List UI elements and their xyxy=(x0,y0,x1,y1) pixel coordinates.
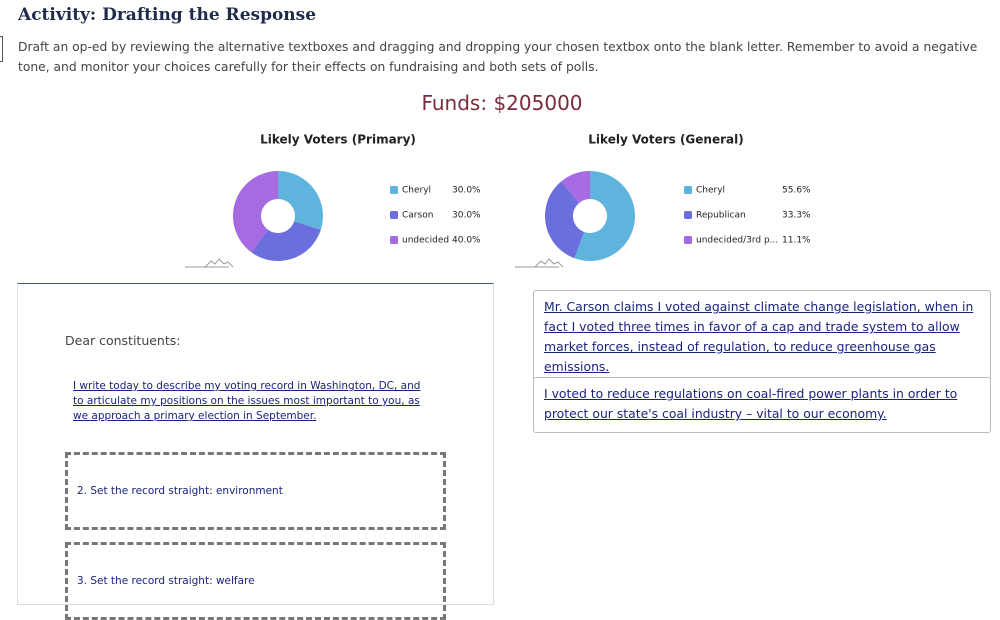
slot-label: 3. Set the record straight: welfare xyxy=(77,575,255,587)
legend-swatch xyxy=(684,186,692,194)
legend-value: 40.0% xyxy=(452,236,481,246)
donut-slice xyxy=(251,221,321,261)
legend-swatch xyxy=(684,211,692,219)
legend-swatch xyxy=(684,236,692,244)
letter-intro[interactable]: I write today to describe my voting reco… xyxy=(73,380,421,422)
legend-swatch xyxy=(390,236,398,244)
legend-swatch xyxy=(390,211,398,219)
legend-value: 30.0% xyxy=(452,186,481,196)
slot-label: 2. Set the record straight: environment xyxy=(77,485,283,497)
donut-slice xyxy=(278,171,323,230)
funds: Funds: $205000 xyxy=(421,91,583,115)
donut-slice xyxy=(561,171,590,203)
legend-value: 33.3% xyxy=(782,211,811,221)
legend-value: 11.1% xyxy=(782,236,811,246)
legend-label: Republican xyxy=(696,211,746,221)
legend-label: Cheryl xyxy=(402,186,431,196)
legend-label: undecided xyxy=(402,236,449,246)
letter-greeting: Dear constituents: xyxy=(65,333,181,348)
page-body: Activity: Drafting the Response Draft an… xyxy=(0,5,991,620)
legend-value: 55.6% xyxy=(782,186,811,196)
drop-slot[interactable]: 3. Set the record straight: welfare xyxy=(65,542,446,620)
option-textbox[interactable]: I voted to reduce regulations on coal-fi… xyxy=(533,377,991,433)
side-tab[interactable] xyxy=(0,36,3,62)
legend-swatch xyxy=(390,186,398,194)
page: {"activity": {"title": "Activity: Drafti… xyxy=(0,5,991,620)
drop-slot[interactable]: 2. Set the record straight: environment xyxy=(65,452,446,530)
legend-label: Carson xyxy=(402,211,433,221)
legend-value: 30.0% xyxy=(452,211,481,221)
legend-label: Cheryl xyxy=(696,186,725,196)
donut-slice xyxy=(574,171,635,261)
instructions: Draft an op-ed by reviewing the alternat… xyxy=(18,40,978,74)
donut-slice xyxy=(545,181,585,259)
activity-title: Activity: Drafting the Response xyxy=(18,5,317,25)
option-textbox[interactable]: Mr. Carson claims I voted against climat… xyxy=(533,290,991,386)
donut-slice xyxy=(233,171,278,253)
chart-icon xyxy=(515,258,564,268)
legend-label: undecided/3rd p... xyxy=(696,236,778,246)
chart-title: Likely Voters (Primary) xyxy=(260,133,416,147)
poll-charts: Likely Voters (Primary) Cheryl 30.0% Carson… xyxy=(185,133,811,268)
chart-icon xyxy=(185,258,234,268)
chart-title: Likely Voters (General) xyxy=(588,133,743,147)
